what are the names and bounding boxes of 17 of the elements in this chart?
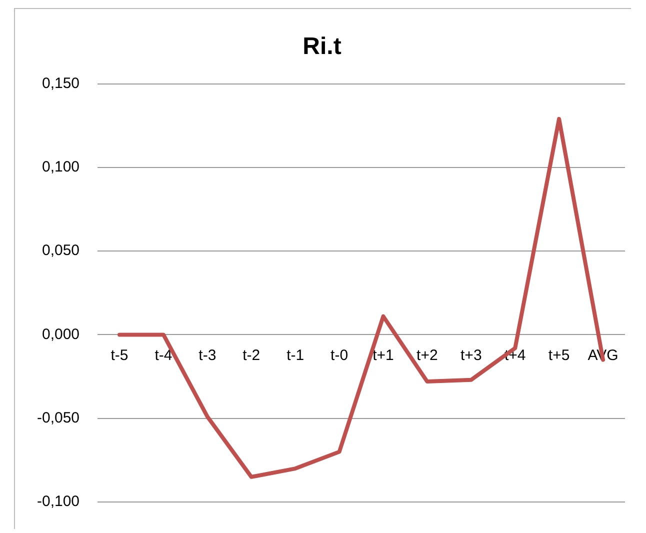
x-tick-label: t-5 [110,346,128,364]
x-tick-label: t+3 [460,346,482,364]
chart-title: Ri.t [302,33,342,60]
x-tick-label: t-1 [286,346,304,364]
x-tick-label: t-0 [330,346,348,364]
y-tick-label: 0,000 [42,326,80,343]
x-tick-label: t+2 [416,346,438,364]
x-tick-label: t-3 [198,346,216,364]
x-tick-label: t+5 [548,346,570,364]
y-tick-label: -0,050 [36,410,80,426]
x-tick-label: t-4 [154,346,172,364]
x-tick-label: t+1 [372,346,394,364]
x-tick-label: t-2 [242,346,260,364]
y-tick-label: 0,100 [42,158,80,176]
y-tick-label: 0,050 [42,242,80,260]
y-tick-label: 0,150 [42,74,80,92]
y-tick-label: -0,100 [36,493,80,510]
